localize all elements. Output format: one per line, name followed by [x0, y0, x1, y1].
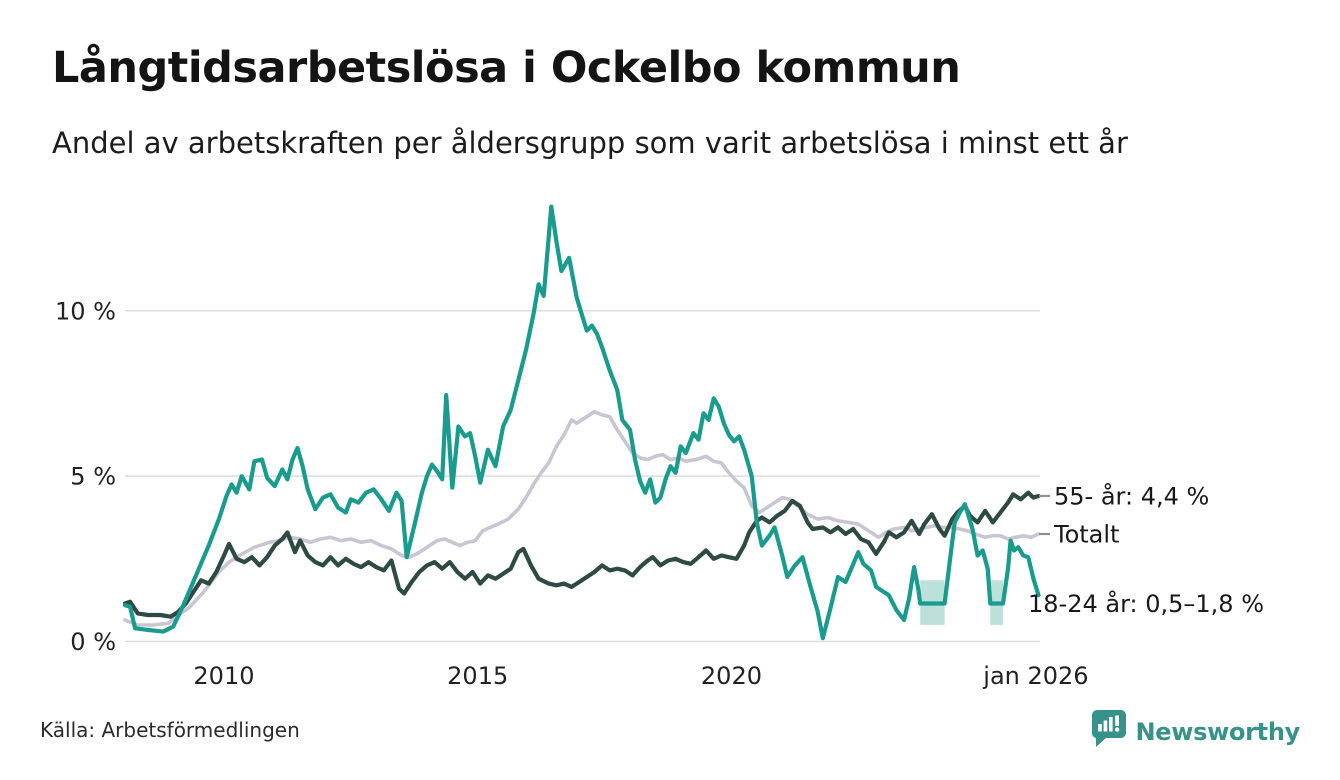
page-subtitle: Andel av arbetskraften per åldersgrupp s…	[52, 126, 1128, 160]
y-axis-tick-label: 0 %	[70, 628, 116, 656]
series-annotation-label: Totalt	[1053, 521, 1119, 549]
source-note: Källa: Arbetsförmedlingen	[40, 718, 300, 742]
brand-lockup: Newsworthy	[1092, 708, 1300, 756]
brand-name: Newsworthy	[1135, 718, 1300, 746]
series-totalt-line	[123, 409, 1041, 627]
page-title: Långtidsarbetslösa i Ockelbo kommun	[52, 43, 961, 93]
speech-bubble-bar-chart-icon	[1092, 710, 1127, 747]
series-annotation-label: 18-24 år: 0,5–1,8 %	[1028, 589, 1264, 618]
series-55-line	[122, 490, 1041, 619]
x-axis-tick-label: 2010	[193, 662, 254, 690]
series-annotation-label: 55- år: 4,4 %	[1054, 481, 1209, 510]
y-axis-tick-label: 5 %	[70, 463, 116, 491]
x-axis-tick-label: 2015	[447, 662, 508, 690]
newsworthy-logo-icon	[1092, 710, 1127, 754]
x-axis-tick-label: 2020	[701, 662, 762, 690]
series-18-24-line	[122, 204, 1041, 641]
x-axis-tick-label: jan 2026	[982, 662, 1088, 690]
y-axis-tick-label: 10 %	[55, 297, 116, 325]
